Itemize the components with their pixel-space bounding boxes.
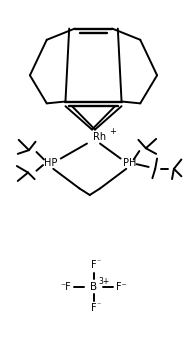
Text: HP: HP bbox=[44, 158, 57, 168]
Text: F: F bbox=[91, 303, 96, 313]
Text: PH: PH bbox=[123, 158, 137, 168]
Text: ⁻: ⁻ bbox=[96, 300, 101, 309]
Text: +: + bbox=[109, 127, 116, 136]
Text: F⁻: F⁻ bbox=[116, 282, 127, 291]
Text: ⁻: ⁻ bbox=[96, 257, 101, 266]
Text: 3+: 3+ bbox=[98, 277, 109, 286]
Text: ⁻F: ⁻F bbox=[60, 282, 71, 291]
Text: Rh: Rh bbox=[93, 132, 106, 142]
Text: F: F bbox=[91, 260, 96, 270]
Text: B: B bbox=[90, 282, 97, 291]
